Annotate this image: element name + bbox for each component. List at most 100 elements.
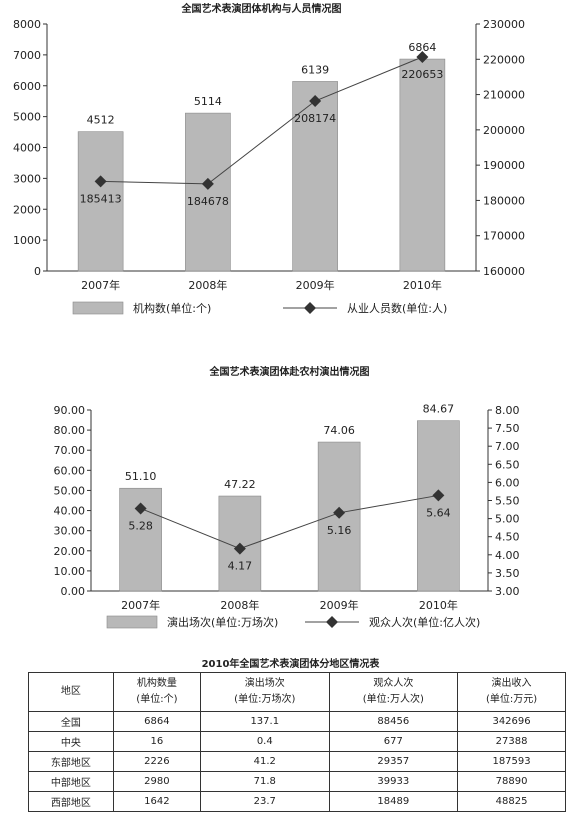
- column-header-title: 观众人次: [373, 678, 414, 689]
- category-label: 2009年: [320, 598, 359, 612]
- right-tick-label: 7.50: [495, 422, 520, 435]
- table-cell: 2980: [112, 771, 201, 792]
- bar-value-label: 47.22: [224, 478, 256, 491]
- right-tick-label: 6.00: [495, 476, 520, 489]
- right-tick-label: 7.00: [495, 440, 520, 453]
- category-label: 2009年: [296, 278, 335, 292]
- right-tick-label: 5.00: [495, 513, 520, 526]
- left-tick-label: 70.00: [54, 444, 86, 457]
- left-tick-label: 80.00: [54, 424, 86, 437]
- table-row: 西部地区 1642 23.7 18489 48825: [28, 791, 566, 812]
- line-series: [140, 494, 439, 550]
- right-tick-label: 3.50: [495, 567, 520, 580]
- left-tick-label: 1000: [13, 234, 41, 247]
- line-value-label: 4.17: [228, 560, 253, 573]
- line-series: [100, 56, 423, 185]
- table-row: 东部地区 2226 41.2 29357 187593: [28, 751, 566, 772]
- line-value-label: 5.16: [327, 524, 352, 537]
- category-label: 2008年: [220, 598, 259, 612]
- left-tick-label: 0.00: [61, 585, 86, 598]
- bar: [185, 112, 231, 272]
- right-tick-label: 160000: [483, 265, 525, 278]
- line-marker: [233, 542, 246, 555]
- legend-line-label: 观众人次(单位:亿人次): [369, 615, 480, 629]
- table-cell: 中央: [28, 731, 114, 752]
- legend-line-label: 从业人员数(单位:人): [347, 301, 447, 315]
- line-value-label: 220653: [401, 68, 443, 81]
- table-cell: 29357: [328, 751, 459, 772]
- category-label: 2010年: [419, 598, 458, 612]
- table-cell: 东部地区: [28, 751, 114, 772]
- table-cell: 27388: [457, 731, 566, 752]
- legend-bar-label: 演出场次(单位:万场次): [167, 615, 278, 629]
- left-tick-label: 6000: [13, 80, 41, 93]
- right-tick-label: 5.50: [495, 495, 520, 508]
- chart-title: 全国艺术表演团体赴农村演出情况图: [209, 365, 370, 378]
- bar: [77, 131, 124, 272]
- left-tick-label: 20.00: [54, 545, 86, 558]
- column-header: 观众人次 (单位:万人次): [328, 672, 459, 712]
- region-table: 地区 机构数量 (单位:个) 演出场次 (单位:万场次) 观众人次 (单位:万人次) 演出收入…: [28, 672, 566, 812]
- column-header-unit: (单位:万元): [485, 694, 538, 705]
- right-tick-label: 6.50: [495, 458, 520, 471]
- table-cell: 1642: [112, 791, 201, 812]
- line-marker: [134, 502, 147, 515]
- column-header: 演出收入 (单位:万元): [457, 672, 566, 712]
- table-cell: 23.7: [199, 791, 330, 812]
- category-label: 2007年: [81, 278, 120, 292]
- column-header: 机构数量 (单位:个): [112, 672, 201, 712]
- table-cell: 16: [112, 731, 201, 752]
- left-tick-label: 50.00: [54, 484, 86, 497]
- bar-value-label: 4512: [87, 114, 115, 127]
- category-label: 2007年: [121, 598, 160, 612]
- right-tick-label: 190000: [483, 159, 525, 172]
- table-row: 中央 16 0.4 677 27388: [28, 731, 566, 752]
- table-cell: 2226: [112, 751, 201, 772]
- category-label: 2008年: [188, 278, 227, 292]
- right-tick-label: 230000: [483, 18, 525, 31]
- right-tick-label: 8.00: [495, 404, 520, 417]
- table-cell: 0.4: [199, 731, 330, 752]
- left-tick-label: 2000: [13, 203, 41, 216]
- right-tick-label: 170000: [483, 230, 525, 243]
- table-cell: 48825: [457, 791, 566, 812]
- left-tick-label: 40.00: [54, 505, 86, 518]
- bar: [399, 58, 446, 272]
- rural-performance-chart: 全国艺术表演团体赴农村演出情况图 0.00 10.00 20.00 30.00 40.00…: [54, 365, 520, 629]
- table-title: 2010年全国艺术表演团体分地区情况表: [201, 659, 380, 670]
- left-tick-label: 4000: [13, 142, 41, 155]
- left-tick-label: 7000: [13, 49, 41, 62]
- right-tick-label: 3.00: [495, 585, 520, 598]
- table-row: 全国 6864 137.1 88456 342696: [28, 711, 566, 732]
- left-tick-label: 8000: [13, 18, 41, 31]
- table-cell: 6864: [112, 711, 201, 732]
- table-row: 中部地区 2980 71.8 39933 78890: [28, 771, 566, 792]
- right-tick-label: 180000: [483, 194, 525, 207]
- table-cell: 18489: [328, 791, 459, 812]
- right-tick-label: 4.00: [495, 549, 520, 562]
- column-header-unit: (单位:万场次): [234, 694, 296, 705]
- table-cell: 137.1: [199, 711, 330, 732]
- left-tick-label: 10.00: [54, 565, 86, 578]
- left-tick-label: 60.00: [54, 464, 86, 477]
- legend-bar-swatch: [106, 615, 158, 629]
- staff-chart: 全国艺术表演团体机构与人员情况图 0 1000 2000 3000 4000 5000 600…: [13, 2, 525, 315]
- column-header-title: 演出收入: [491, 678, 532, 689]
- bar-value-label: 74.06: [323, 424, 355, 437]
- line-value-label: 184678: [187, 195, 229, 208]
- left-tick-label: 3000: [13, 172, 41, 185]
- column-header-title: 机构数量: [136, 678, 177, 689]
- bar-value-label: 6139: [301, 63, 329, 76]
- right-tick-label: 4.50: [495, 531, 520, 544]
- line-value-label: 5.28: [128, 519, 153, 532]
- column-header-title: 演出场次: [244, 678, 285, 689]
- bar-value-label: 5114: [194, 95, 222, 108]
- column-header-unit: (单位:万人次): [362, 694, 424, 705]
- table-cell: 88456: [328, 711, 459, 732]
- column-header-title: 地区: [60, 686, 81, 697]
- chart-title: 全国艺术表演团体机构与人员情况图: [181, 2, 342, 15]
- left-tick-label: 90.00: [54, 404, 86, 417]
- table-cell: 全国: [28, 711, 114, 732]
- line-value-label: 5.64: [426, 506, 451, 519]
- line-marker: [432, 489, 445, 502]
